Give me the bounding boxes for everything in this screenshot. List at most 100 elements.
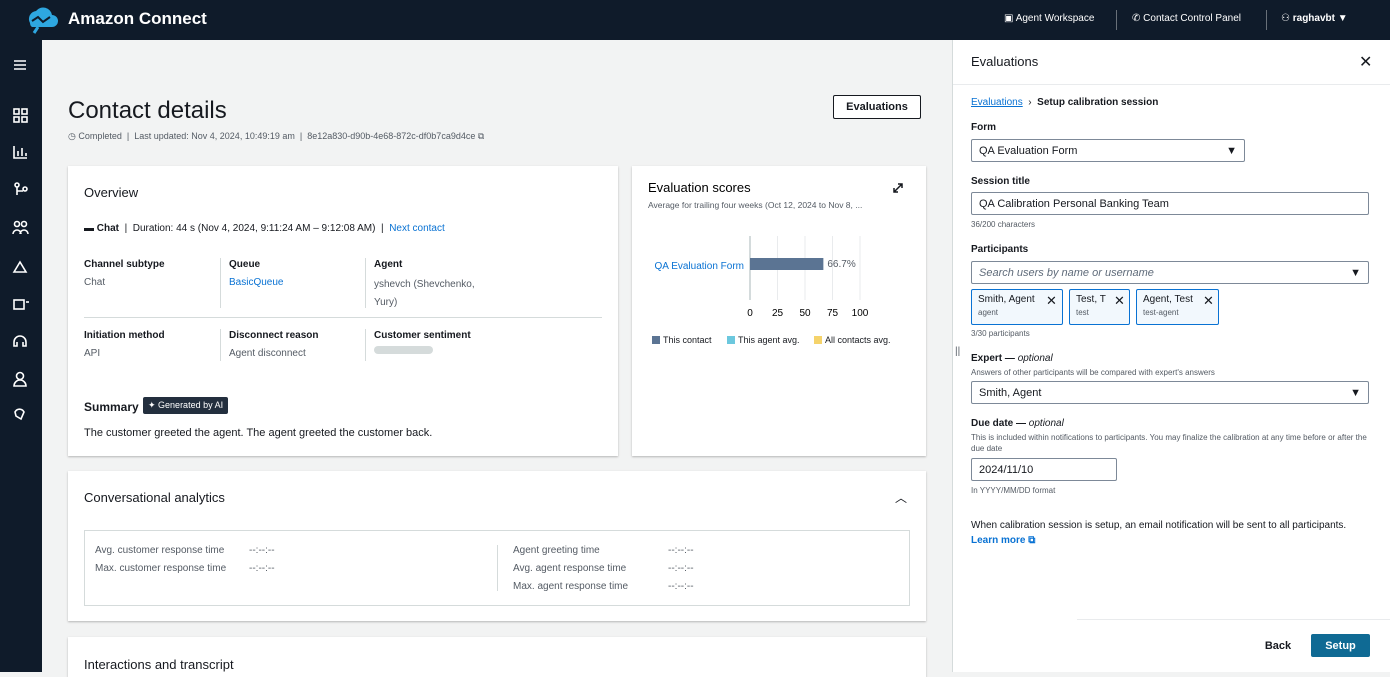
field-value: yshevch (Shevchenko, Yury)	[374, 279, 475, 308]
field-label: Disconnect reason	[229, 330, 319, 341]
status: Completed	[78, 131, 122, 141]
contact-id: 8e12a830-d90b-4e68-872c-df0b7ca9d4ce	[307, 131, 476, 141]
metric-label: Max. customer response time	[95, 563, 227, 574]
metric-label: Agent greeting time	[513, 545, 600, 556]
label: Due date — optional	[971, 418, 1064, 429]
counter: 3/30 participants	[971, 329, 1030, 338]
input-value[interactable]: QA Calibration Personal Banking Team	[979, 197, 1169, 210]
label-text: Due date —	[971, 418, 1027, 429]
value-label: 66.7%	[827, 259, 855, 270]
session-input[interactable]: QA Calibration Personal Banking Team	[971, 192, 1369, 215]
input-value[interactable]: 2024/11/10	[979, 463, 1034, 476]
breadcrumb-current: Setup calibration session	[1037, 97, 1159, 108]
form-select[interactable]: QA Evaluation Form ▼	[971, 139, 1245, 162]
label: Participants	[971, 244, 1029, 255]
brand: Amazon Connect	[68, 9, 207, 28]
page-title: Contact details	[68, 97, 227, 124]
setup-button[interactable]: Setup	[1311, 634, 1370, 657]
token[interactable]: Agent, Test test-agent ✕	[1136, 289, 1219, 325]
token-sub: test	[1076, 308, 1089, 317]
summary: The customer greeted the agent. The agen…	[84, 427, 433, 439]
metric-value: --:--:--	[668, 563, 694, 574]
learn-more-text[interactable]: Learn more	[971, 535, 1026, 546]
user-menu[interactable]: ⚇ raghavbt ▼	[1281, 13, 1348, 24]
y-tick-label: QA Evaluation Form	[655, 261, 744, 272]
next-contact[interactable]: Next contact	[389, 223, 445, 234]
field-value: API	[84, 348, 101, 359]
link-text[interactable]: Contact Control Panel	[1143, 13, 1242, 24]
chart-title: Evaluation scores	[648, 180, 751, 195]
close-button[interactable]: ✕	[1359, 54, 1373, 71]
hint: In YYYY/MM/DD format	[971, 486, 1056, 495]
side-nav	[0, 40, 42, 672]
learn-more[interactable]: Learn more ⧉	[971, 535, 1036, 546]
field-label: Agent	[374, 259, 403, 270]
token-name: Smith, Agent	[978, 294, 1035, 305]
select-value[interactable]: Smith, Agent	[979, 386, 1042, 399]
overview-card: Overview ▬ Chat | Duration: 44 s (Nov 4,…	[68, 166, 618, 456]
label: Session title	[971, 176, 1030, 187]
last-updated: Last updated: Nov 4, 2024, 10:49:19 am	[134, 131, 295, 141]
collapse-icon[interactable]: ︿	[895, 491, 908, 505]
panel-title: Evaluations	[971, 54, 1039, 69]
token-sub: agent	[978, 308, 999, 317]
participants-search[interactable]: Search users by name or username ▼	[971, 261, 1369, 284]
metric-value: --:--:--	[668, 545, 694, 556]
metric-value: --:--:--	[668, 581, 694, 592]
token-name: Test, T	[1076, 294, 1106, 305]
legend-label: This agent avg.	[738, 335, 800, 345]
status-row: ◷ Completed | Last updated: Nov 4, 2024,…	[68, 131, 485, 141]
field-label: Channel subtype	[84, 259, 165, 270]
metric-label: Avg. customer response time	[95, 545, 225, 556]
field-value: Agent disconnect	[229, 348, 306, 359]
resize-handle[interactable]: ||	[955, 346, 961, 357]
summary-title: Summary	[84, 400, 139, 414]
description: This is included within notifications to…	[971, 433, 1367, 453]
link-text[interactable]: Agent Workspace	[1015, 13, 1095, 24]
x-tick-label: 25	[772, 308, 784, 319]
expert-select[interactable]: Smith, Agent ▼	[971, 381, 1369, 404]
interactions-card: Interactions and transcript	[68, 637, 926, 677]
chart-subtitle: Average for trailing four weeks (Oct 12,…	[648, 200, 862, 210]
field-label: Customer sentiment	[374, 330, 471, 341]
bar	[750, 258, 824, 270]
token-sub: test-agent	[1143, 308, 1179, 317]
label-text: Expert —	[971, 353, 1015, 364]
legend-label: This contact	[663, 335, 712, 345]
duration: Duration: 44 s (Nov 4, 2024, 9:11:24 AM …	[132, 223, 376, 234]
chart: Evaluation scores Average for trailing f…	[648, 180, 903, 345]
token-name: Agent, Test	[1143, 294, 1193, 305]
field-value[interactable]: BasicQueue	[229, 277, 284, 288]
description: Answers of other participants will be co…	[971, 368, 1215, 377]
optional: optional	[1017, 353, 1053, 364]
logo	[28, 7, 58, 34]
counter: 36/200 characters	[971, 220, 1036, 229]
metric-label: Max. agent response time	[513, 581, 629, 592]
analytics-box: Avg. customer response time --:--:-- Max…	[84, 530, 910, 606]
nav-link[interactable]: ▣ Agent Workspace	[1004, 13, 1095, 24]
expand-icon[interactable]	[893, 183, 903, 193]
date-input[interactable]: 2024/11/10	[971, 458, 1117, 481]
ai-badge-text: Generated by AI	[158, 400, 224, 410]
ai-badge: ✦ Generated by AI	[143, 397, 229, 414]
breadcrumb-link[interactable]: Evaluations	[971, 97, 1023, 108]
analytics-card: Conversational analytics ︿ Avg. customer…	[68, 471, 926, 621]
card-title: Interactions and transcript	[84, 657, 234, 672]
x-tick-label: 50	[799, 308, 811, 319]
placeholder[interactable]: Search users by name or username	[979, 266, 1154, 279]
select-value[interactable]: QA Evaluation Form	[979, 144, 1078, 157]
field-label: Queue	[229, 259, 261, 270]
card-title: Conversational analytics	[84, 490, 225, 505]
field-label: Initiation method	[84, 330, 165, 341]
evaluations-button[interactable]: Evaluations	[833, 95, 921, 119]
user-name[interactable]: raghavbt	[1292, 13, 1335, 24]
metric-value: --:--:--	[249, 545, 275, 556]
field-value: Chat	[84, 277, 106, 288]
back-button[interactable]: Back	[1264, 639, 1292, 652]
token[interactable]: Smith, Agent agent ✕	[971, 289, 1063, 325]
top-bar: Amazon Connect ▣ Agent Workspace ✆ Conta…	[0, 0, 1390, 40]
nav-link[interactable]: ✆ Contact Control Panel	[1132, 13, 1242, 24]
